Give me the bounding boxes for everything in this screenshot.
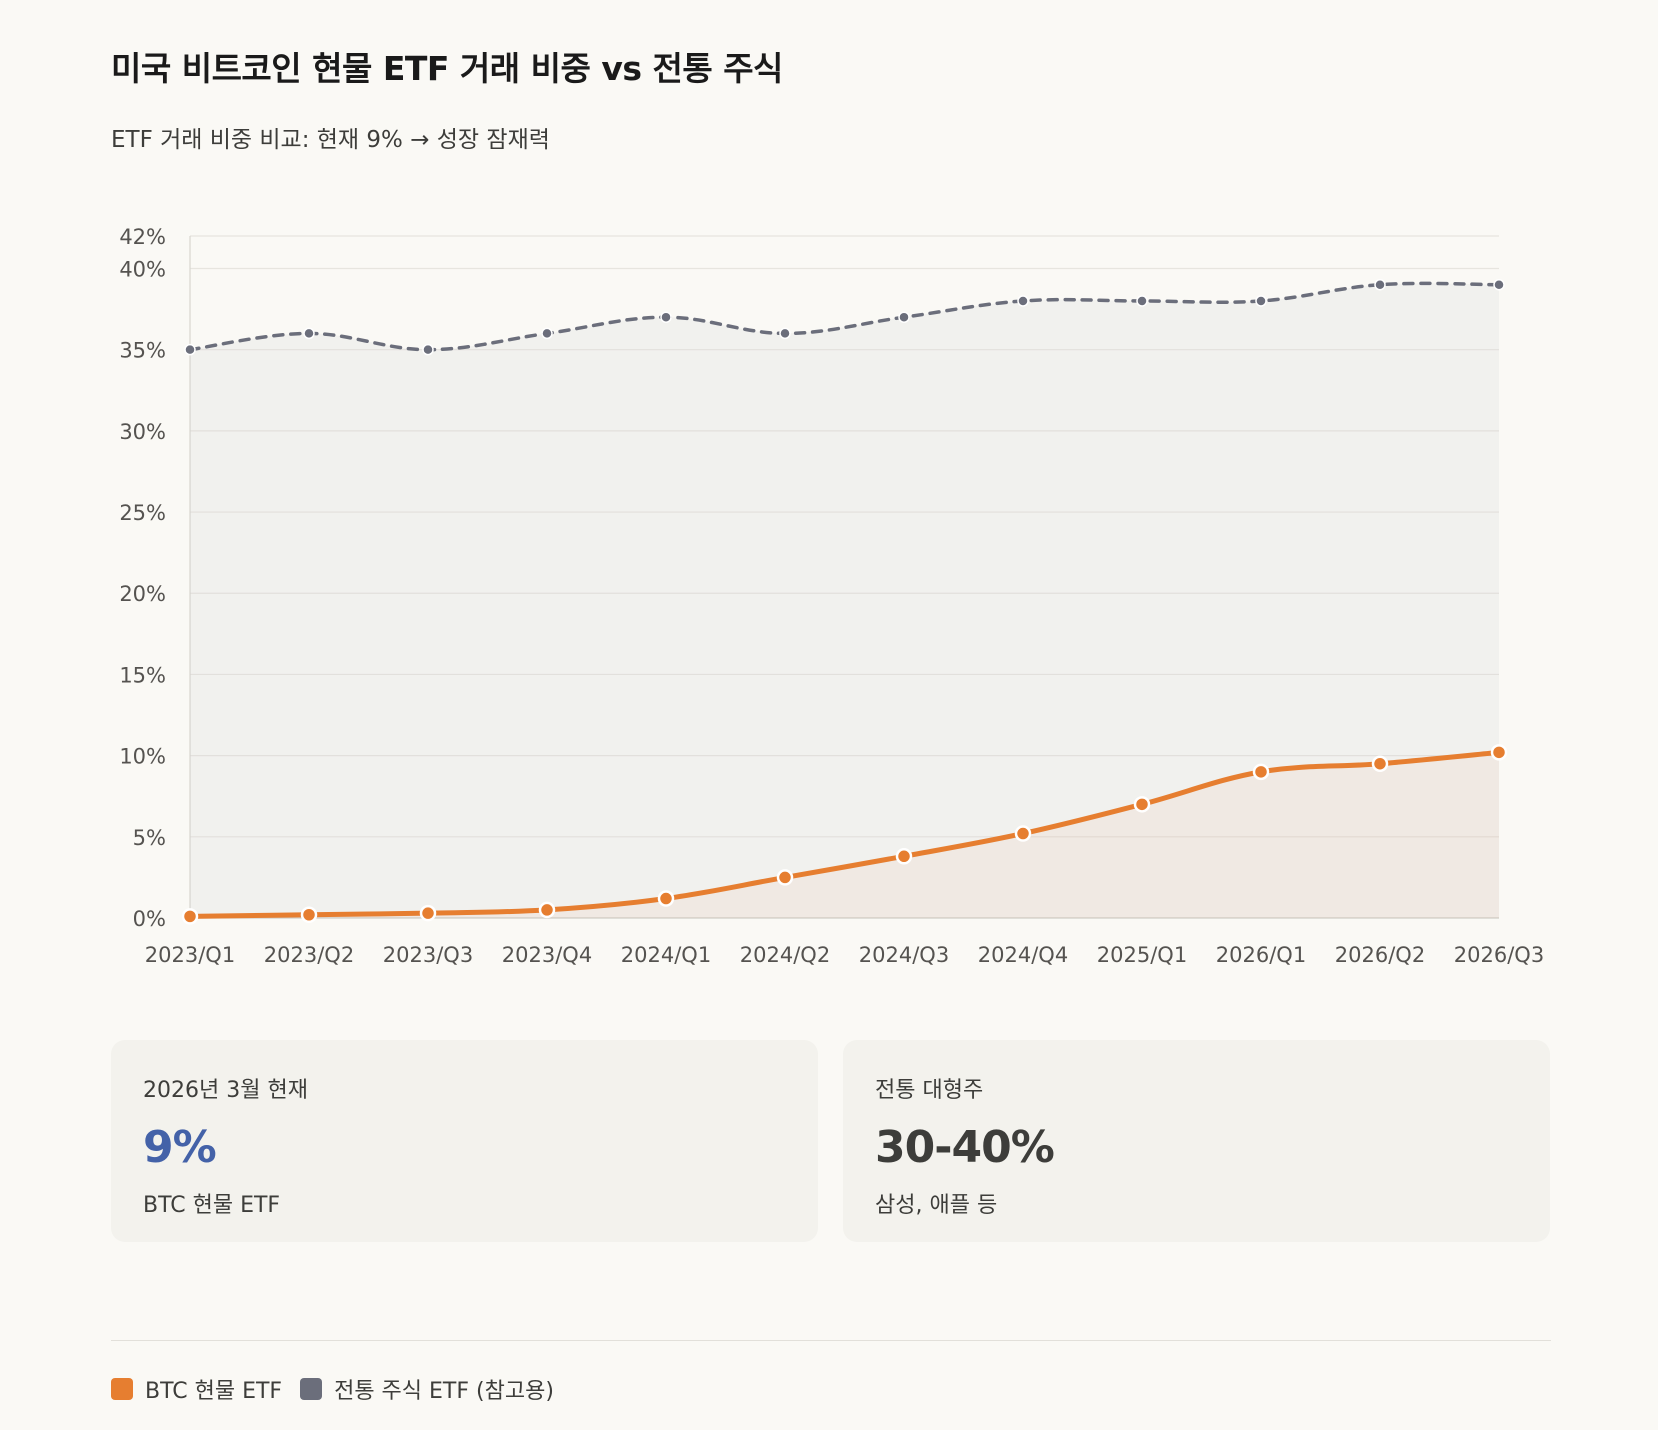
chart-subtitle: ETF 거래 비중 비교: 현재 9% → 성장 잠재력	[111, 127, 550, 153]
data-point-traditional	[541, 327, 553, 340]
data-point-btc	[776, 869, 794, 886]
data-point-btc	[300, 906, 318, 924]
data-point-btc	[1252, 763, 1270, 781]
y-tick-label: 25%	[119, 501, 166, 525]
stat-desc-btc: BTC 현물 ETF	[143, 1193, 281, 1218]
stat-card-traditional: 전통 대형주 30-40% 삼성, 애플 등	[843, 1040, 1550, 1242]
stat-label-btc: 2026년 3월 현재	[143, 1078, 308, 1103]
legend-label-traditional: 전통 주식 ETF (참고용)	[334, 1379, 554, 1404]
stat-value-traditional: 30-40%	[875, 1122, 1055, 1173]
legend-label-btc: BTC 현물 ETF	[145, 1379, 283, 1404]
legend-swatch-btc	[111, 1378, 133, 1400]
y-tick-label: 10%	[119, 745, 166, 769]
data-point-btc	[1014, 825, 1032, 842]
chart-title: 미국 비트코인 현물 ETF 거래 비중 vs 전통 주식	[111, 49, 783, 88]
x-tick-label: 2024/Q1	[621, 943, 711, 967]
data-point-btc	[657, 890, 675, 907]
data-point-btc	[538, 901, 556, 919]
y-tick-label: 20%	[119, 582, 166, 606]
series-line-traditional	[188, 281, 1501, 352]
x-tick-label: 2024/Q2	[740, 943, 830, 967]
legend-item-traditional[interactable]: 전통 주식 ETF (참고용)	[300, 1373, 554, 1405]
data-point-traditional	[1374, 278, 1386, 291]
data-point-traditional	[422, 343, 434, 356]
data-point-btc	[1490, 744, 1508, 761]
data-point-btc	[1371, 755, 1389, 772]
x-tick-label: 2026/Q3	[1454, 943, 1544, 967]
data-point-btc	[895, 848, 913, 865]
data-point-traditional	[1255, 295, 1267, 307]
x-tick-label: 2026/Q1	[1216, 943, 1306, 967]
stat-value-btc: 9%	[143, 1122, 217, 1173]
data-point-traditional	[660, 311, 672, 323]
y-tick-label: 30%	[119, 420, 166, 444]
y-tick-label: 15%	[119, 663, 166, 687]
area-btc	[190, 752, 1499, 918]
stat-label-traditional: 전통 대형주	[875, 1078, 984, 1103]
data-point-btc	[1133, 796, 1151, 813]
stat-card-btc: 2026년 3월 현재 9% BTC 현물 ETF	[111, 1040, 818, 1242]
data-point-btc	[181, 908, 199, 925]
data-point-traditional	[1017, 295, 1029, 307]
x-tick-label: 2024/Q3	[859, 943, 949, 967]
x-tick-label: 2023/Q2	[264, 943, 354, 967]
legend: BTC 현물 ETF 전통 주식 ETF (참고용)	[111, 1373, 554, 1405]
data-point-btc	[419, 904, 437, 922]
data-point-traditional	[1493, 278, 1505, 291]
legend-divider	[111, 1340, 1551, 1341]
legend-item-btc[interactable]: BTC 현물 ETF	[111, 1373, 282, 1405]
area-traditional	[190, 283, 1499, 918]
x-tick-label: 2025/Q1	[1097, 943, 1187, 967]
x-tick-label: 2026/Q2	[1335, 943, 1425, 967]
x-tick-label: 2023/Q4	[502, 943, 592, 967]
data-point-traditional	[779, 327, 791, 340]
x-tick-label: 2024/Q4	[978, 943, 1068, 967]
x-tick-label: 2023/Q1	[145, 943, 235, 967]
y-tick-label: 40%	[119, 257, 166, 281]
y-tick-label: 0%	[133, 907, 166, 931]
legend-swatch-traditional	[300, 1378, 323, 1400]
line-chart: 0% 5% 10% 15% 20% 25% 30% 35% 40% 42% 2023/Q1 2023/…	[119, 225, 1544, 967]
data-point-traditional	[184, 343, 196, 356]
data-point-traditional	[303, 327, 315, 340]
y-tick-label: 42%	[119, 225, 166, 249]
stat-desc-traditional: 삼성, 애플 등	[875, 1193, 998, 1218]
y-tick-label: 5%	[133, 826, 166, 850]
data-point-traditional	[1136, 295, 1148, 307]
x-tick-label: 2023/Q3	[383, 943, 473, 967]
data-point-traditional	[898, 311, 910, 323]
y-tick-label: 35%	[119, 339, 166, 363]
